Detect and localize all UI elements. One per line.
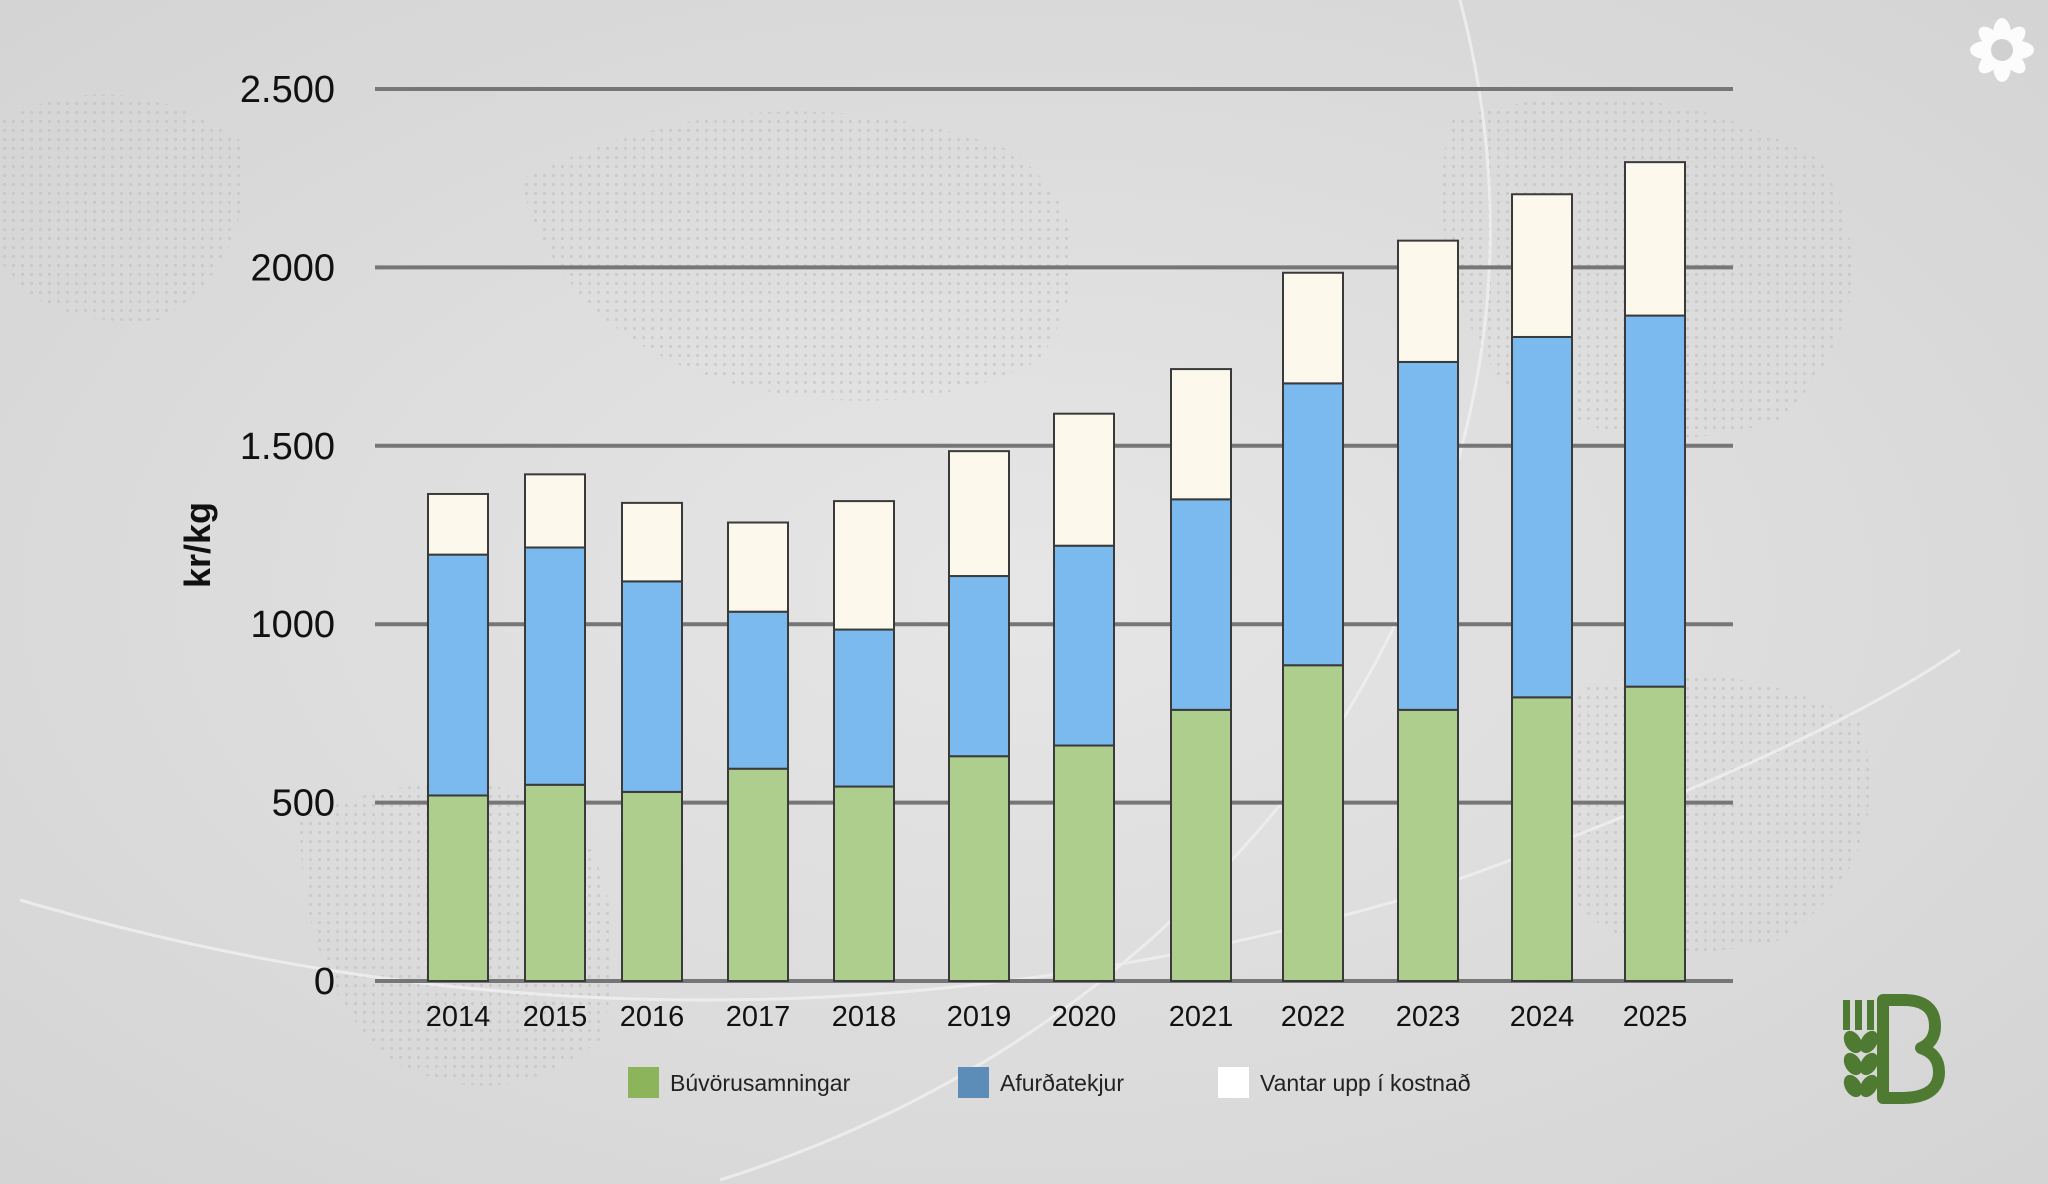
- bar-segment-2024-2: [1511, 193, 1573, 338]
- x-tick-label: 2016: [620, 1001, 685, 1033]
- legend-item-buvorusamningar: Búvörusamningar: [628, 1067, 851, 1098]
- bar-segment-2023-2: [1397, 239, 1459, 363]
- bar-segment-2020-1: [1053, 544, 1115, 747]
- bar-segment-2017-1: [727, 610, 789, 770]
- lotus-mandala-icon: [1970, 18, 2034, 82]
- bar-segment-2021-2: [1170, 368, 1232, 501]
- wheat-b-logo-icon: [1843, 994, 1945, 1104]
- x-tick-label: 2025: [1623, 1001, 1688, 1033]
- x-tick-label: 2022: [1281, 1001, 1346, 1033]
- y-tick-label: 0: [314, 961, 335, 1003]
- x-tick-label: 2015: [523, 1001, 588, 1033]
- x-tick-label: 2014: [426, 1001, 491, 1033]
- bar-segment-2025-1: [1624, 314, 1686, 688]
- legend: Búvörusamningar Afurðatekjur Vantar upp …: [628, 1067, 1471, 1098]
- legend-label-afurdatekjur: Afurðatekjur: [1000, 1070, 1124, 1096]
- y-axis-label: kr/kg: [177, 502, 218, 588]
- bar-segment-2018-2: [833, 500, 895, 631]
- x-tick-label: 2020: [1052, 1001, 1117, 1033]
- bar-segment-2019-2: [948, 450, 1010, 578]
- bar-segment-2025-0: [1624, 685, 1686, 982]
- bar-segment-2020-2: [1053, 412, 1115, 547]
- x-tick-label: 2021: [1169, 1001, 1234, 1033]
- bar-segment-2022-2: [1282, 271, 1344, 385]
- bar-segment-2017-2: [727, 521, 789, 613]
- legend-label-buvorusamningar: Búvörusamningar: [670, 1070, 851, 1096]
- bar-segment-2018-1: [833, 628, 895, 788]
- bar-segment-2014-2: [427, 492, 489, 556]
- legend-item-vantar: Vantar upp í kostnað: [1218, 1067, 1471, 1098]
- bar-segment-2017-0: [727, 767, 789, 982]
- bar-segment-2016-1: [621, 580, 683, 793]
- legend-swatch-vantar: [1218, 1067, 1249, 1098]
- bar-segment-2019-1: [948, 575, 1010, 758]
- bar-segment-2023-1: [1397, 360, 1459, 711]
- x-tick-label: 2019: [947, 1001, 1012, 1033]
- bar-segment-2016-0: [621, 790, 683, 982]
- bar-segment-2016-2: [621, 501, 683, 583]
- bar-segment-2015-0: [524, 783, 586, 983]
- bar-segment-2023-0: [1397, 708, 1459, 982]
- bar-segment-2021-1: [1170, 498, 1232, 711]
- x-tick-label: 2023: [1396, 1001, 1461, 1033]
- bar-segment-2014-0: [427, 794, 489, 982]
- y-axis-ticks: 0 500 1000 1.500 2000 2.500: [240, 69, 335, 1003]
- x-tick-label: 2018: [832, 1001, 897, 1033]
- bar-segment-2018-0: [833, 785, 895, 982]
- bar-segment-2022-1: [1282, 382, 1344, 667]
- bar-segment-2019-0: [948, 755, 1010, 982]
- y-tick-label: 500: [272, 783, 335, 825]
- bar-segment-2025-2: [1624, 161, 1686, 317]
- y-tick-label: 1000: [250, 604, 335, 646]
- legend-swatch-afurdatekjur: [958, 1067, 989, 1098]
- bar-segment-2021-0: [1170, 708, 1232, 982]
- y-tick-label: 1.500: [240, 426, 335, 468]
- bar-segment-2020-0: [1053, 744, 1115, 983]
- x-tick-label: 2024: [1510, 1001, 1575, 1033]
- legend-swatch-buvorusamningar: [628, 1067, 659, 1098]
- bar-segment-2014-1: [427, 553, 489, 797]
- bar-segment-2015-2: [524, 473, 586, 549]
- y-tick-label: 2.500: [240, 69, 335, 111]
- legend-item-afurdatekjur: Afurðatekjur: [958, 1067, 1124, 1098]
- bar-segment-2024-1: [1511, 335, 1573, 699]
- bar-segment-2024-0: [1511, 696, 1573, 982]
- legend-label-vantar: Vantar upp í kostnað: [1260, 1070, 1471, 1096]
- bar-segment-2015-1: [524, 546, 586, 786]
- x-axis-ticks: 2014 2015 2016 2017 2018 2019 2020 2021 2022 2023…: [426, 1001, 1688, 1033]
- bar-segment-2022-0: [1282, 664, 1344, 982]
- bars: [427, 161, 1686, 983]
- y-tick-label: 2000: [250, 247, 335, 289]
- x-tick-label: 2017: [726, 1001, 791, 1033]
